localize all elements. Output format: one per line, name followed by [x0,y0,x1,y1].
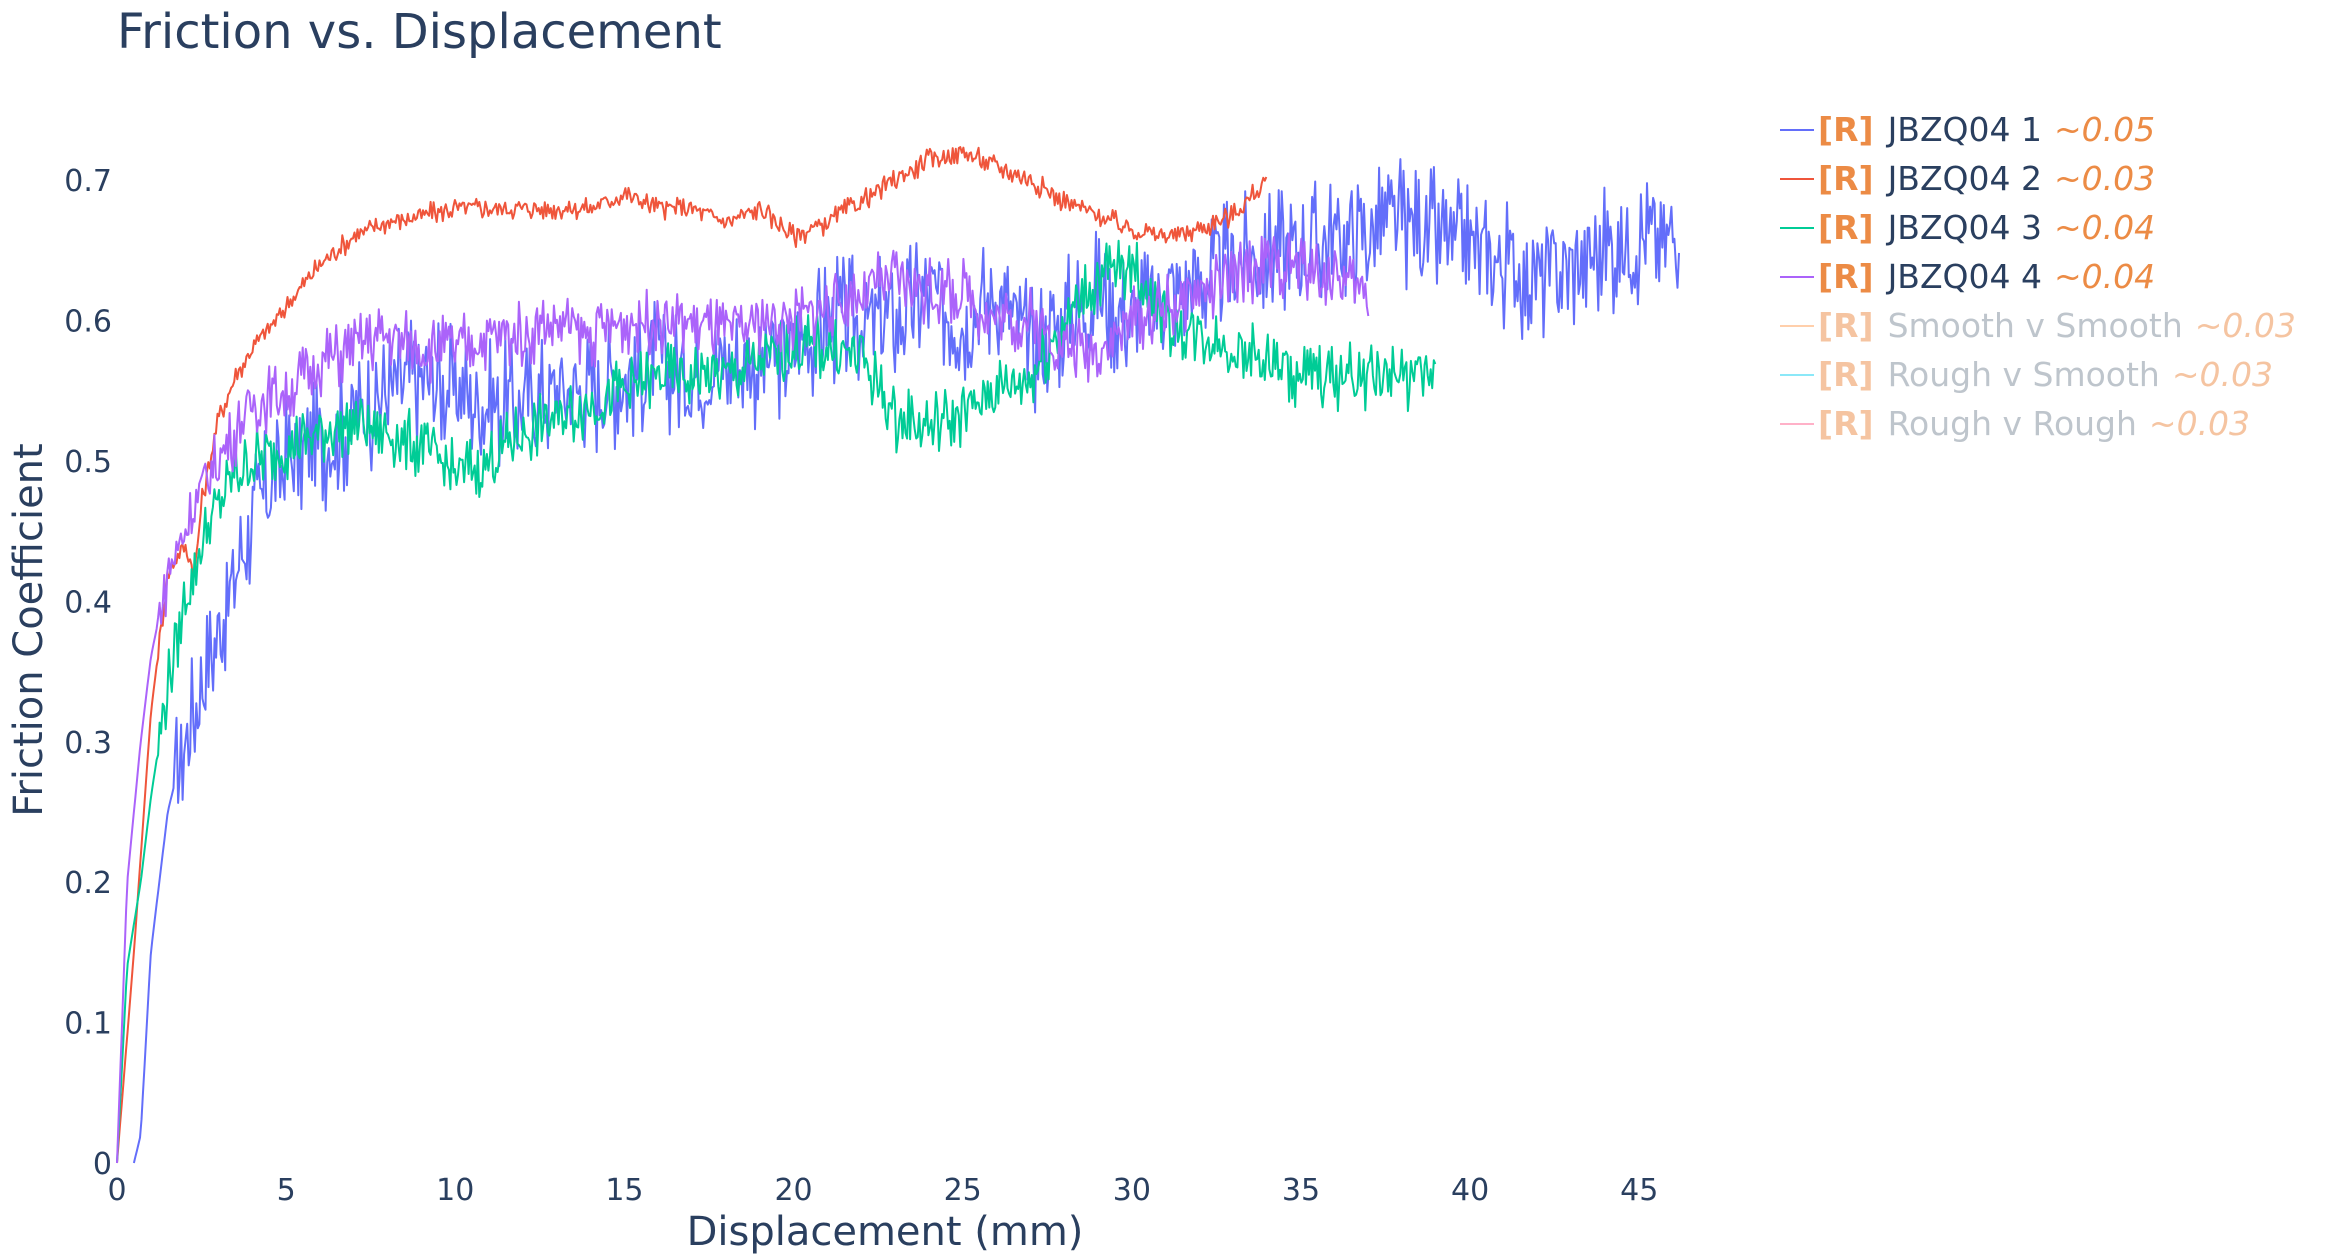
plot-area [116,146,1680,1164]
legend-label: Rough v Smooth [1887,355,2160,394]
x-axis: 0 5 10 15 20 25 30 35 40 45 [107,1173,1658,1208]
legend-swatch [1780,177,1814,180]
y-tick-label: 0.2 [64,866,112,901]
x-tick-label: 0 [107,1173,126,1208]
y-tick-label: 0 [93,1147,112,1182]
series-line-4 [116,232,1370,1164]
chart-title: Friction vs. Displacement [117,4,722,60]
legend-value: ~0.03 [2148,404,2251,443]
legend-value: ~0.04 [2054,257,2156,296]
legend-tag: [R] [1818,306,1874,345]
legend-value: ~0.05 [2054,110,2156,149]
x-tick-label: 40 [1451,1173,1489,1208]
legend-value: ~0.04 [2054,208,2156,247]
y-tick-label: 0.6 [64,305,112,340]
legend-tag: [R] [1818,257,1874,296]
legend-label: JBZQ04 2 [1887,159,2043,198]
legend-label: JBZQ04 3 [1887,208,2043,247]
x-tick-label: 25 [944,1173,982,1208]
x-tick-label: 5 [277,1173,296,1208]
legend-item[interactable]: [R] JBZQ04 1 ~0.05 [1780,105,2296,154]
legend-tag: [R] [1818,404,1874,443]
legend-swatch [1780,422,1814,425]
x-tick-label: 15 [605,1173,643,1208]
legend-swatch [1780,373,1814,376]
y-tick-label: 0.1 [64,1007,112,1042]
series-line-1 [132,158,1680,1164]
series-line-3 [116,239,1437,1164]
y-tick-label: 0.7 [64,164,112,199]
legend-swatch [1780,128,1814,131]
legend-label: Rough v Rough [1887,404,2137,443]
legend-tag: [R] [1818,355,1874,394]
legend-tag: [R] [1818,110,1874,149]
x-tick-label: 10 [436,1173,474,1208]
x-tick-label: 45 [1620,1173,1658,1208]
legend-label: JBZQ04 1 [1887,110,2043,149]
legend-item[interactable]: [R] JBZQ04 3 ~0.04 [1780,203,2296,252]
y-tick-label: 0.4 [64,585,112,620]
y-tick-label: 0.5 [64,445,112,480]
legend-tag: [R] [1818,159,1874,198]
legend-value: ~0.03 [2194,306,2296,345]
legend-item[interactable]: [R] Rough v Rough ~0.03 [1780,399,2296,448]
legend-swatch [1780,226,1814,229]
legend-swatch [1780,324,1814,327]
y-axis: 0 0.1 0.2 0.3 0.4 0.5 0.6 0.7 [64,164,112,1182]
legend-item[interactable]: [R] JBZQ04 4 ~0.04 [1780,252,2296,301]
legend-value: ~0.03 [2171,355,2273,394]
series-line-2 [116,146,1268,1164]
x-tick-label: 30 [1113,1173,1151,1208]
legend-item[interactable]: [R] Smooth v Smooth ~0.03 [1780,301,2296,350]
x-tick-label: 35 [1282,1173,1320,1208]
x-tick-label: 20 [774,1173,812,1208]
y-axis-label: Friction Coefficient [6,443,52,816]
legend-value: ~0.03 [2054,159,2156,198]
x-axis-label: Displacement (mm) [687,1209,1084,1255]
legend-tag: [R] [1818,208,1874,247]
legend-item[interactable]: [R] Rough v Smooth ~0.03 [1780,350,2296,399]
legend-label: Smooth v Smooth [1887,306,2183,345]
legend: [R] JBZQ04 1 ~0.05 [R] JBZQ04 2 ~0.03 [R] JBZQ0… [1780,105,2296,448]
legend-item[interactable]: [R] JBZQ04 2 ~0.03 [1780,154,2296,203]
y-tick-label: 0.3 [64,726,112,761]
legend-label: JBZQ04 4 [1887,257,2043,296]
legend-swatch [1780,275,1814,278]
